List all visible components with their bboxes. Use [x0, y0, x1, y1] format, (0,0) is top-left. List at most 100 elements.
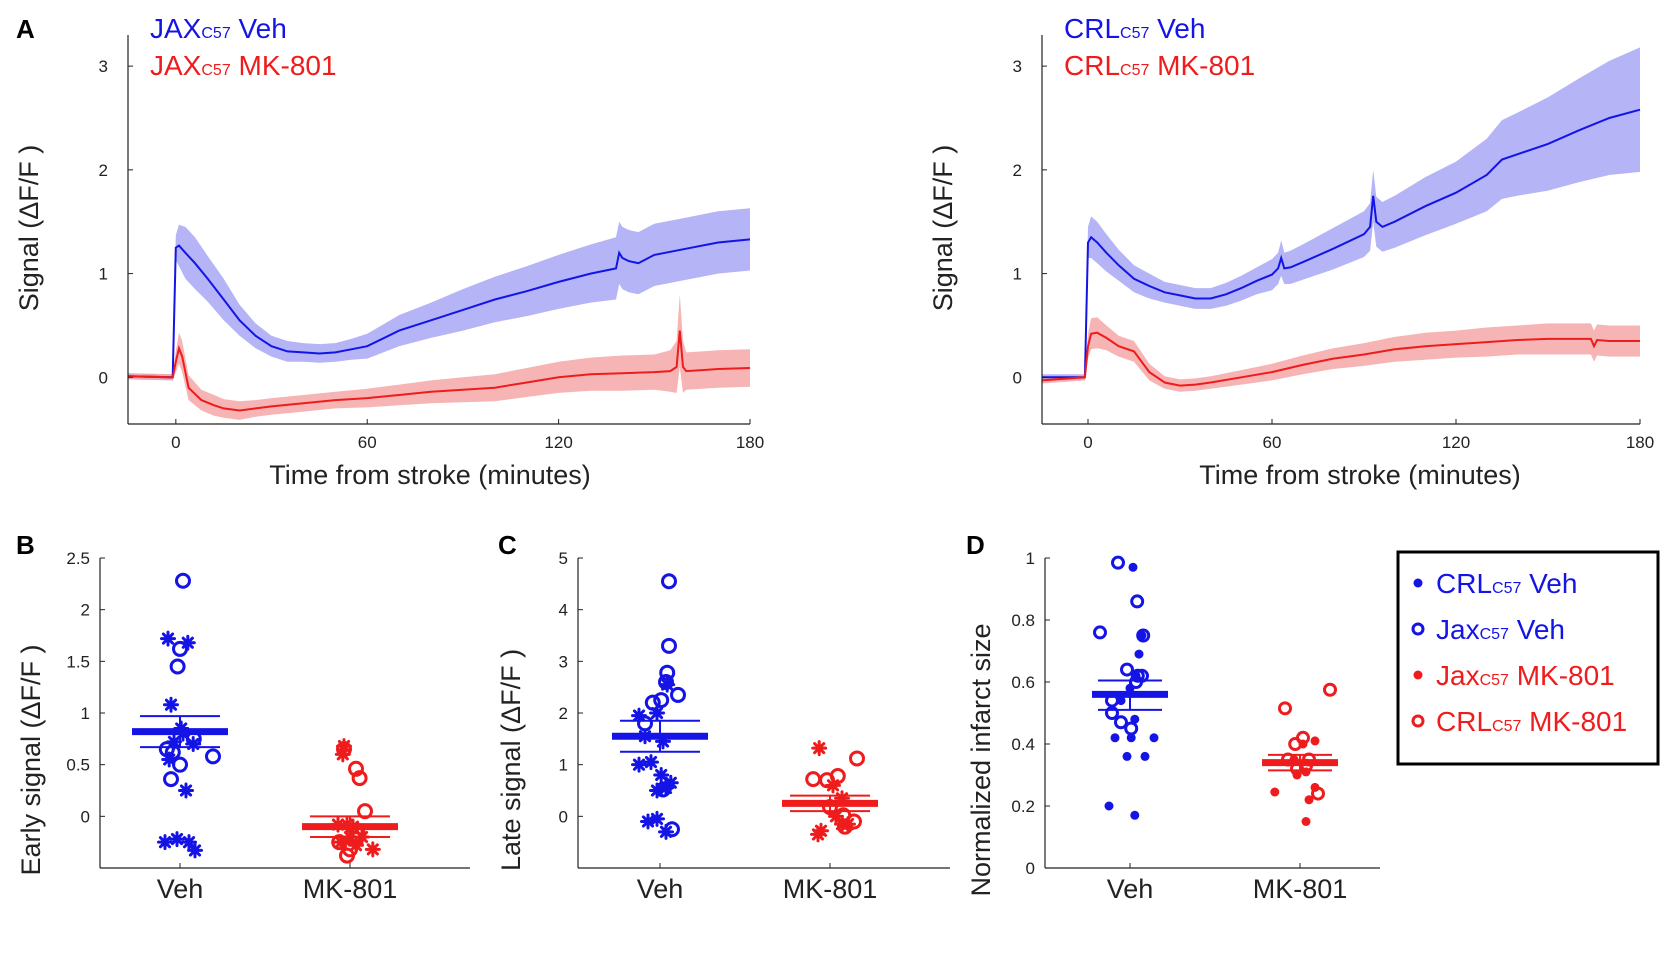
panel-b-point-open: [339, 847, 355, 864]
panel-b-point-filled: [187, 842, 203, 859]
panel-c-point-open: [644, 694, 661, 711]
legend-marker-open-3: [1411, 714, 1425, 728]
panel-c-point-open: [670, 686, 686, 703]
panel-c-point-open: [661, 573, 677, 590]
panel-b-point-open: [205, 748, 221, 765]
panel-d-ytick-label: 0: [1026, 859, 1035, 878]
panel-d-point-filled: [1110, 733, 1120, 743]
panel-a2-ytick-label: 3: [1013, 57, 1022, 76]
legend-item-1: JaxC57 Veh: [1436, 614, 1565, 645]
panel-d-point-open: [1278, 701, 1292, 716]
panel-a-legend-1-rest: MK-801: [231, 50, 337, 81]
panel-d-point-filled: [1149, 733, 1159, 743]
legend-item-2-rest: MK-801: [1509, 660, 1615, 691]
panel-c-axes: 0 1 2 3 4 5 Veh MK-801: [559, 549, 950, 904]
panel-c-ytick-label: 3: [559, 652, 568, 671]
legend-item-0-rest: Veh: [1521, 568, 1577, 599]
panel-a2-ytick-label: 2: [1013, 161, 1022, 180]
panel-d-point-open: [1120, 662, 1134, 677]
panel-d-points: [1092, 555, 1338, 826]
panel-d-point-open: [1130, 594, 1145, 609]
panel-a-legend-0-sub: C57: [201, 25, 230, 42]
panel-c-ytick-label: 5: [559, 549, 568, 568]
legend-item-1-sub: C57: [1480, 626, 1509, 643]
legend-box: [1396, 550, 1660, 766]
panel-d-point-open: [1105, 706, 1119, 720]
panel-a-legend-0: JAXC57 Veh: [150, 13, 287, 44]
panel-b-ytick-label: 1.5: [66, 652, 90, 671]
panel-b-point-filled: [169, 831, 185, 848]
panel-d-point-filled: [1137, 631, 1147, 640]
panel-c-ytick-label: 1: [559, 756, 568, 775]
panel-b-early-signal: B 0 0.5 1 1.5 2 2.5 Veh MK-801 Early signal (ΔF…: [16, 530, 470, 904]
panel-a2-xlabel: Time from stroke (minutes): [1199, 460, 1521, 490]
panel-b-xtick-label: MK-801: [303, 874, 398, 904]
panel-c-point-filled: [653, 767, 670, 783]
panel-a2-ylabel: Signal (ΔF/F ): [928, 145, 958, 312]
panel-d-point-filled: [1130, 714, 1140, 724]
panel-c-point-filled: [813, 822, 829, 839]
panel-c-point-open: [661, 637, 677, 654]
panel-d-point-filled: [1304, 795, 1314, 805]
panel-a2-xtick-label: 120: [1442, 433, 1470, 452]
panel-c-points: [612, 573, 878, 843]
panel-a-ytick-label: 1: [99, 265, 108, 284]
panel-b-point-filled: [157, 834, 173, 851]
panel-d-infarct-size: D 0 0.2 0.4 0.6 0.8 1 Veh MK-801 Normalized inf…: [966, 530, 1380, 904]
panel-b-point-open: [336, 741, 352, 758]
panel-b-point-filled: [160, 630, 176, 647]
panel-c-point-open: [637, 715, 653, 732]
panel-b-point-filled: [163, 696, 179, 713]
panel-b-xtick-label: Veh: [157, 874, 204, 904]
panel-d-point-filled: [1126, 733, 1136, 743]
panel-b-point-open: [357, 803, 373, 820]
panel-a2-axes: 0 1 2 3 0 60 120 180: [1013, 35, 1654, 452]
panel-d-xtick-label: MK-801: [1253, 874, 1348, 904]
panel-a-jax-timecourse: A 0 1 2 3 0 60 120 180 Time from stroke (minute…: [14, 13, 764, 490]
panel-d-point-filled: [1116, 696, 1126, 706]
panel-a2-legend-1-sub: C57: [1120, 62, 1149, 79]
legend-item-1-main: Jax: [1436, 614, 1480, 645]
panel-c-point-open: [658, 674, 674, 690]
panel-c-ylabel: Late signal (ΔF/F ): [496, 649, 526, 871]
panel-d-ytick-label: 0.4: [1011, 735, 1035, 754]
panel-d-point-open: [1093, 625, 1107, 640]
panel-a-line-0: [127, 238, 751, 379]
panel-c-point-open: [837, 818, 853, 835]
panel-a2-ytick-label: 0: [1013, 368, 1022, 387]
legend-item-0-sub: C57: [1492, 580, 1521, 597]
panel-a-crl-timecourse: 0 1 2 3 0 60 120 180 Time from stroke (minutes)…: [928, 13, 1654, 490]
panel-b-points: [132, 572, 398, 864]
panel-a-band-0: [128, 208, 750, 381]
panel-d-point-filled: [1270, 787, 1280, 797]
panel-b-point-open: [348, 831, 364, 848]
panel-c-point-open: [664, 821, 680, 838]
legend-marker-filled-0: [1413, 578, 1423, 588]
panel-c-point-open: [653, 692, 670, 709]
panel-c-point-open: [659, 664, 676, 681]
panel-c-xtick-label: Veh: [637, 874, 684, 904]
panel-a-ytick-label: 3: [99, 57, 108, 76]
panel-d-point-filled: [1134, 649, 1144, 659]
panel-a-xtick-label: 60: [358, 433, 377, 452]
panel-d-axes: 0 0.2 0.4 0.6 0.8 1 Veh MK-801: [1011, 549, 1380, 904]
panel-d-point-filled: [1128, 562, 1138, 572]
panel-c-point-open: [849, 750, 865, 767]
panel-a2-line-0: [1042, 108, 1641, 379]
panel-a2-series: [1041, 47, 1641, 392]
panel-c-point-open: [805, 771, 822, 788]
panel-a2-band-1: [1042, 317, 1640, 392]
panel-d-ytick-label: 0.6: [1011, 673, 1035, 692]
panel-a-xtick-label: 180: [736, 433, 764, 452]
panel-label-a: A: [16, 14, 35, 44]
panel-b-point-open: [331, 834, 348, 851]
panel-d-point-filled: [1301, 817, 1311, 826]
panel-a2-xtick-label: 180: [1626, 433, 1654, 452]
panel-label-b: B: [16, 530, 35, 560]
panel-b-ylabel: Early signal (ΔF/F ): [16, 644, 46, 875]
panel-a-series: [127, 208, 751, 420]
panel-d-point-filled: [1130, 810, 1140, 820]
panel-d-point-open: [1111, 555, 1125, 570]
